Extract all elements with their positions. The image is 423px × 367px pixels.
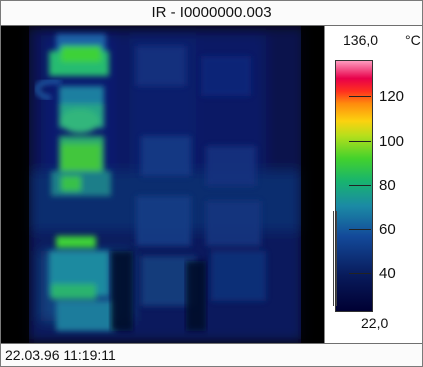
- scale-tick-label: 40: [379, 265, 396, 282]
- range-indicator-line: [336, 211, 337, 306]
- scale-tick-label: 60: [379, 221, 396, 238]
- scale-tick: [349, 185, 371, 186]
- status-datetime: 22.03.96 11:19:11: [5, 347, 116, 363]
- scale-unit-label: °C: [405, 32, 421, 48]
- temperature-scale-panel: 136,0 °C 120 100 80 60 40 22,0: [324, 26, 422, 343]
- scale-tick: [349, 273, 371, 274]
- scale-tick-label: 120: [379, 88, 405, 105]
- thermal-image-svg: [1, 26, 324, 343]
- range-indicator-line: [333, 211, 334, 306]
- scale-tick-label: 80: [379, 177, 396, 194]
- scale-tick: [349, 229, 371, 230]
- status-bar: 22.03.96 11:19:11: [1, 343, 422, 366]
- color-scale-bar: [335, 60, 373, 312]
- scale-tick: [349, 96, 371, 97]
- thermal-image: [1, 26, 324, 343]
- scale-min-label: 22,0: [361, 315, 389, 331]
- scale-tick: [349, 141, 371, 142]
- window-title: IR - I0000000.003: [1, 1, 422, 26]
- scale-tick-label: 100: [379, 133, 405, 150]
- scale-max-label: 136,0: [343, 32, 379, 48]
